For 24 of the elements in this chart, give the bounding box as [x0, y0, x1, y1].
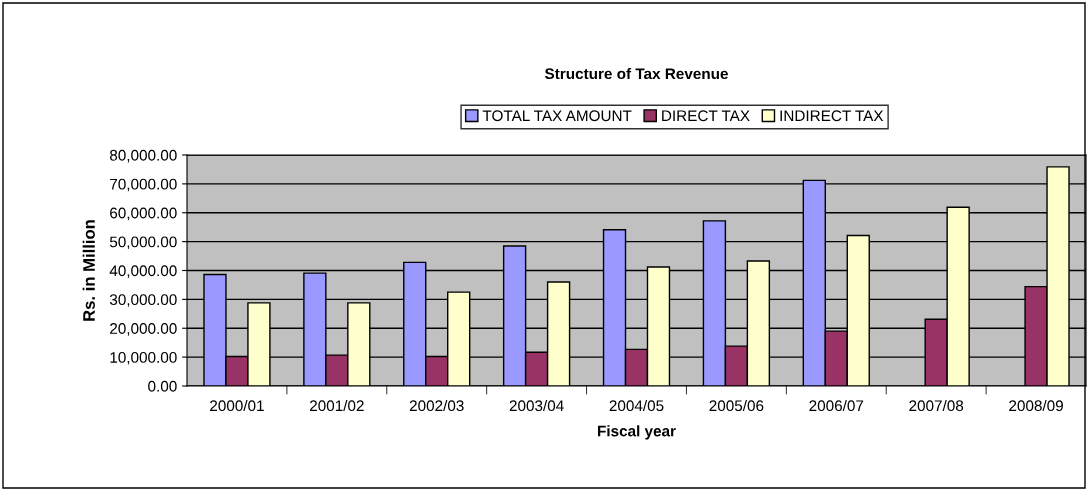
y-axis-title: Rs. in Million	[82, 220, 95, 321]
y-tick-label: 30,000.00	[109, 294, 177, 307]
y-tick-label: 80,000.00	[109, 149, 177, 163]
x-tick-label: 2006/07	[809, 399, 864, 412]
x-tick-label: 2003/04	[509, 399, 564, 412]
y-tick-label: 50,000.00	[109, 236, 177, 250]
x-tick-label: 2002/03	[409, 399, 464, 412]
y-tick-label: 60,000.00	[110, 207, 177, 221]
x-tick-label: 2005/06	[709, 399, 764, 412]
y-tick-label: 20,000.00	[110, 323, 177, 336]
x-tick-label: 2007/08	[909, 399, 964, 412]
legend-label: DIRECT TAX	[662, 110, 750, 122]
chart-title: Structure of Tax Revenue	[544, 67, 728, 80]
x-tick-label: 2000/01	[210, 399, 264, 412]
x-axis-title: Fiscal year	[598, 425, 676, 440]
y-tick-label: 70,000.00	[110, 178, 177, 192]
y-tick-label: 10,000.00	[110, 351, 177, 365]
y-tick-label: 40,000.00	[109, 265, 177, 278]
y-tick-label: 0.00	[148, 380, 177, 392]
x-tick-label: 2001/02	[309, 399, 364, 412]
legend-label: INDIRECT TAX	[780, 110, 884, 122]
x-tick-label: 2004/05	[609, 399, 664, 412]
legend-label: TOTAL TAX AMOUNT	[482, 110, 632, 122]
x-tick-label: 2008/09	[1009, 399, 1063, 412]
